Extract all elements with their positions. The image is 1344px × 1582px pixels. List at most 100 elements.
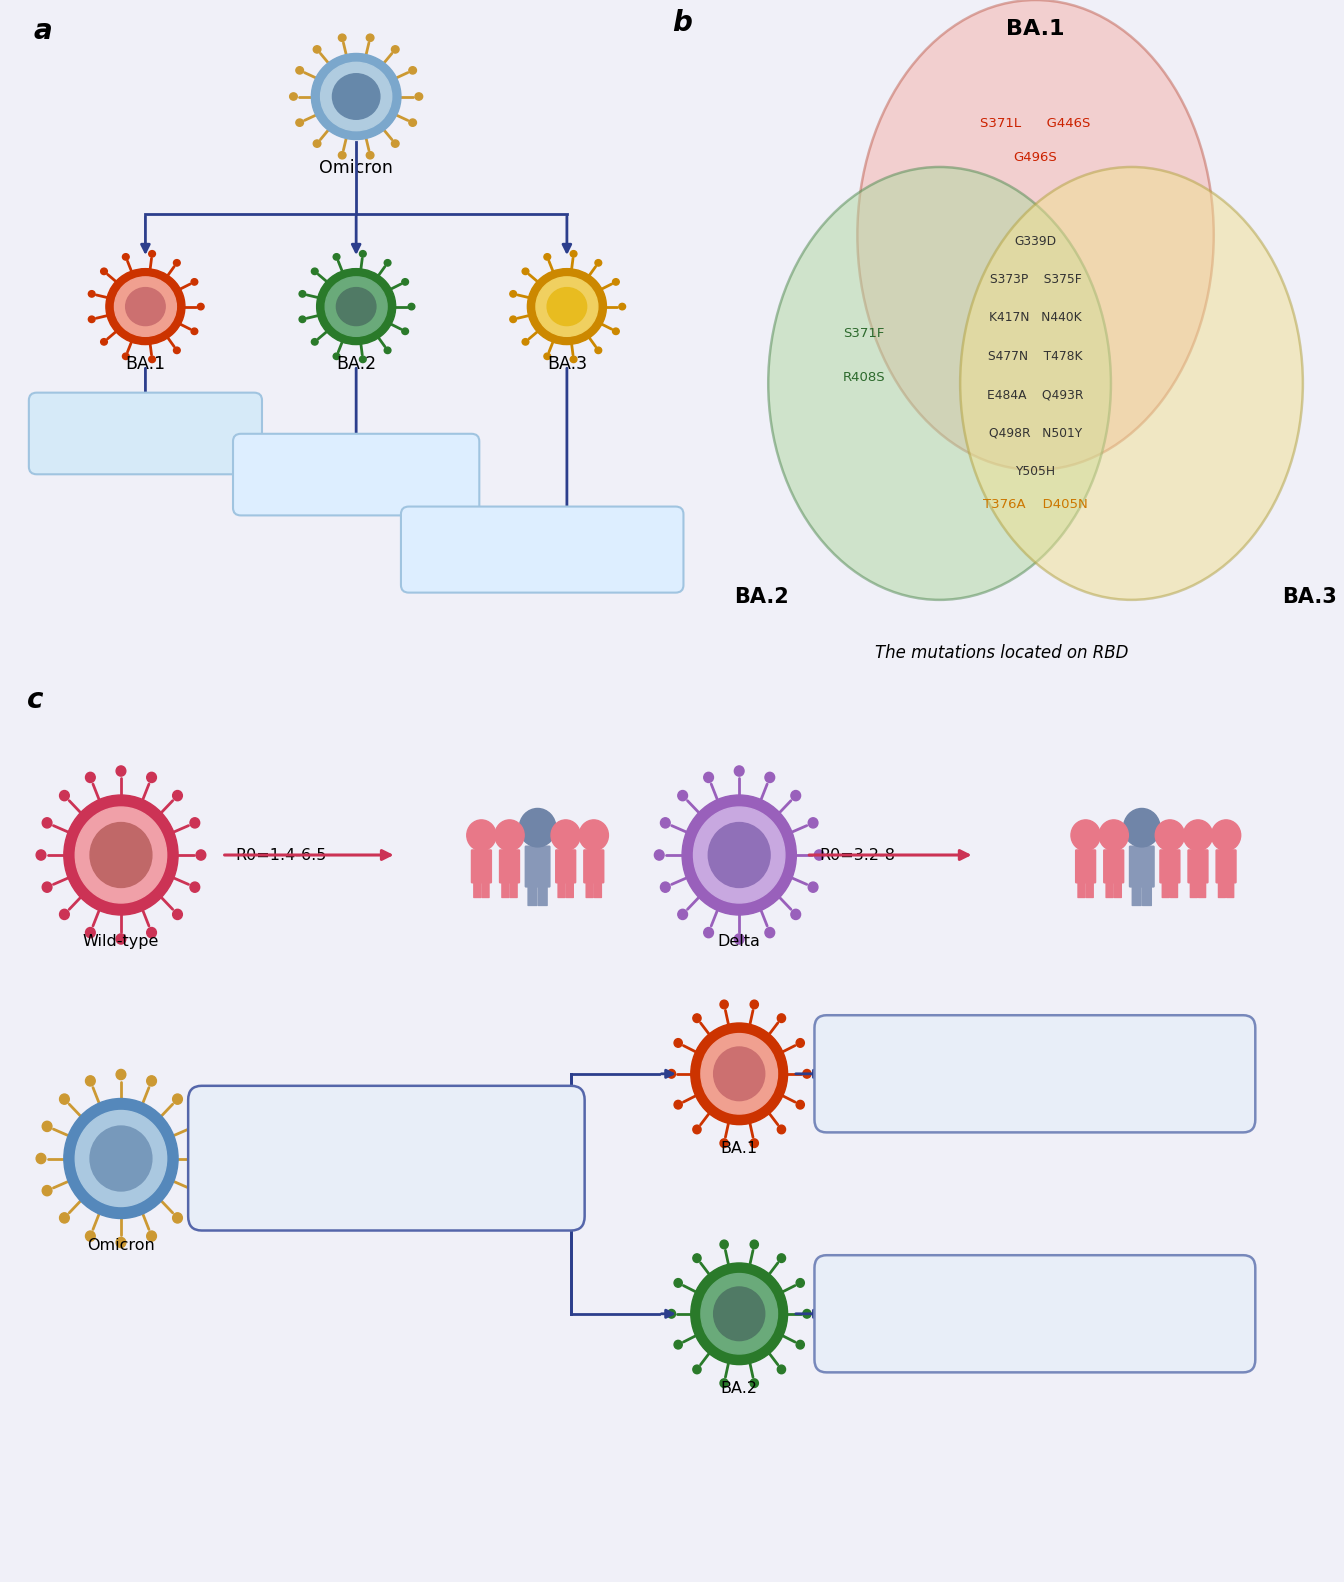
Circle shape [765,927,774,938]
Text: BA.1: BA.1 [125,354,165,373]
Circle shape [734,933,745,944]
FancyBboxPatch shape [586,880,594,899]
FancyBboxPatch shape [509,880,517,899]
Circle shape [384,259,391,266]
FancyBboxPatch shape [401,506,684,593]
Circle shape [190,1185,200,1196]
Circle shape [290,93,297,100]
Circle shape [42,818,52,827]
Circle shape [190,883,200,892]
Circle shape [694,807,785,903]
Circle shape [172,791,183,800]
Circle shape [466,819,496,851]
Circle shape [704,927,714,938]
Circle shape [796,1278,804,1288]
Text: Y505H: Y505H [1016,465,1055,478]
Circle shape [675,1039,683,1047]
Circle shape [694,1255,702,1262]
Circle shape [296,66,304,74]
Circle shape [595,346,602,353]
Circle shape [86,772,95,783]
Circle shape [325,277,387,337]
FancyBboxPatch shape [524,845,551,888]
Text: Delta: Delta [718,933,761,949]
Circle shape [777,1255,785,1262]
Circle shape [415,93,422,100]
Text: The mutations located on RBD: The mutations located on RBD [875,644,1128,661]
Circle shape [321,62,391,131]
Text: BA.1: BA.1 [1007,19,1064,38]
Text: BA.3: BA.3 [547,354,587,373]
Circle shape [613,327,620,334]
FancyBboxPatch shape [470,850,492,883]
Circle shape [796,1340,804,1349]
FancyBboxPatch shape [814,1016,1255,1133]
Circle shape [790,791,801,800]
Text: The most widely prevalent
strain in the world: The most widely prevalent strain in the … [48,418,243,449]
Circle shape [116,766,126,777]
FancyBboxPatch shape [814,1255,1255,1372]
Circle shape [36,1153,46,1164]
Circle shape [544,253,551,259]
FancyBboxPatch shape [28,392,262,475]
Circle shape [521,339,528,345]
Circle shape [384,346,391,353]
Circle shape [694,1125,702,1134]
Circle shape [519,808,556,846]
Circle shape [59,791,70,800]
Text: R0=1.4-6.5: R0=1.4-6.5 [235,848,327,862]
FancyBboxPatch shape [1103,850,1125,883]
Circle shape [660,818,671,827]
Text: BA.2: BA.2 [336,354,376,373]
Circle shape [402,278,409,285]
Circle shape [677,791,688,800]
Circle shape [172,1095,183,1104]
Circle shape [122,353,129,359]
Ellipse shape [769,168,1111,600]
Circle shape [89,316,95,323]
Circle shape [172,1213,183,1223]
Circle shape [75,807,167,903]
FancyBboxPatch shape [1218,880,1226,899]
Circle shape [777,1014,785,1022]
Text: BA.2: BA.2 [734,587,789,607]
Circle shape [551,819,581,851]
Circle shape [116,1069,126,1079]
Circle shape [196,1153,206,1164]
Text: R0=3.2-8: R0=3.2-8 [820,848,896,862]
FancyBboxPatch shape [1142,884,1152,906]
Circle shape [59,910,70,919]
Circle shape [333,353,340,359]
Circle shape [668,1069,676,1077]
FancyBboxPatch shape [558,880,566,899]
Text: S371F: S371F [844,327,884,340]
Circle shape [359,250,366,256]
Circle shape [677,910,688,919]
Circle shape [1183,819,1212,851]
Circle shape [89,291,95,297]
Circle shape [90,823,152,888]
FancyBboxPatch shape [1114,880,1122,899]
Circle shape [116,1237,126,1248]
Text: E484A    Q493R: E484A Q493R [988,388,1083,402]
Text: Q498R   N501Y: Q498R N501Y [989,427,1082,440]
Circle shape [734,766,745,777]
Circle shape [59,1095,70,1104]
Circle shape [720,1240,728,1248]
Circle shape [1071,819,1101,851]
Circle shape [367,35,374,41]
Circle shape [1124,808,1160,846]
FancyBboxPatch shape [1075,850,1097,883]
FancyBboxPatch shape [188,1085,585,1231]
Circle shape [675,1278,683,1288]
Text: Omicron: Omicron [320,158,392,177]
Circle shape [814,850,824,861]
Circle shape [750,1240,758,1248]
Circle shape [312,339,319,345]
Text: K417N   N440K: K417N N440K [989,312,1082,324]
Circle shape [173,346,180,353]
Circle shape [536,277,598,337]
Circle shape [660,883,671,892]
Circle shape [702,1274,777,1354]
Circle shape [547,288,586,326]
